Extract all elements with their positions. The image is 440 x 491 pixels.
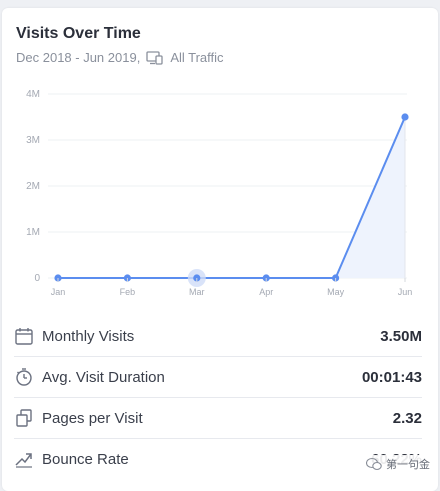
metric-value: 00:01:43 [361,368,422,386]
x-tick-label: Apr [259,287,273,297]
wechat-icon [366,457,382,471]
watermark: 第一句金 [364,455,432,473]
stopwatch-icon [16,368,32,386]
y-tick-label: 4M [26,89,40,100]
x-tick-label: May [327,287,345,297]
metric-label: Bounce Rate [42,450,129,468]
data-point [54,274,62,282]
data-point [193,274,201,282]
y-tick-label: 3M [26,135,40,146]
card-subtitle: Dec 2018 - Jun 2019, All Traffic [16,50,224,65]
card-title: Visits Over Time [16,25,141,42]
x-tick-label: Feb [120,287,136,297]
metric-label: Pages per Visit [42,409,143,427]
metric-row-avg-visit-duration: Avg. Visit Duration 00:01:43 [14,357,422,398]
metric-row-pages-per-visit: Pages per Visit 2.32 [14,398,422,439]
x-tick-label: Mar [189,287,205,297]
metric-row-monthly-visits: Monthly Visits 3.50M [14,316,422,357]
y-tick-label: 0 [34,273,40,284]
x-tick-label: Jun [398,287,413,297]
metric-label: Avg. Visit Duration [42,368,165,386]
y-tick-label: 1M [26,227,40,238]
pages-icon [16,409,32,427]
metrics-list: Monthly Visits 3.50M Avg. Visit Duration… [14,316,422,479]
watermark-text: 第一句金 [386,459,430,471]
traffic-filter[interactable]: All Traffic [170,50,224,65]
metric-value: 3.50M [380,327,422,345]
metric-label: Monthly Visits [42,327,135,345]
date-range: Dec 2018 - Jun 2019, [16,50,141,65]
data-point [332,274,340,282]
series-area [58,117,405,278]
metric-row-bounce-rate: Bounce Rate 60.22% [14,439,422,479]
metric-value: 2.32 [392,409,422,427]
calendar-icon [15,328,33,345]
visits-line-chart: 0 1M 2M 3M 4M Jan Feb Mar Apr May Jun [26,89,413,297]
data-point [123,274,131,282]
x-tick-label: Jan [51,287,66,297]
trend-up-icon [15,453,32,468]
devices-icon[interactable] [146,50,164,65]
data-point [401,113,409,121]
data-point [262,274,270,282]
series-line [58,116,406,279]
y-tick-label: 2M [26,181,40,192]
